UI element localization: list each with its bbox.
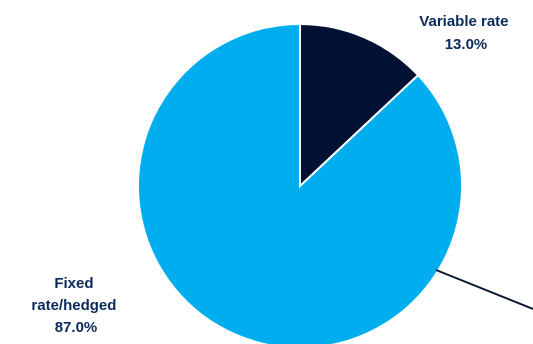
slice-label-fixed-rate-hedged-name-line-1: Fixed [54, 275, 93, 292]
slice-label-variable-rate-name: Variable rate [419, 13, 508, 30]
leader-line [435, 269, 533, 310]
slice-label-variable-rate-percent: 13.0% [445, 36, 488, 53]
pie-slice-variable-rate [299, 22, 420, 189]
slice-label-fixed-rate-hedged-name-line-2: rate/hedged [31, 297, 116, 314]
slice-label-variable-rate: Variable rate 13.0% [419, 13, 512, 53]
slice-label-fixed-rate-hedged: Fixed rate/hedged 87.0% [31, 275, 120, 336]
slice-label-fixed-rate-hedged-percent: 87.0% [55, 319, 98, 336]
pie-slices [137, 22, 463, 344]
pie-slice-fixed-rate-hedged [137, 22, 463, 344]
